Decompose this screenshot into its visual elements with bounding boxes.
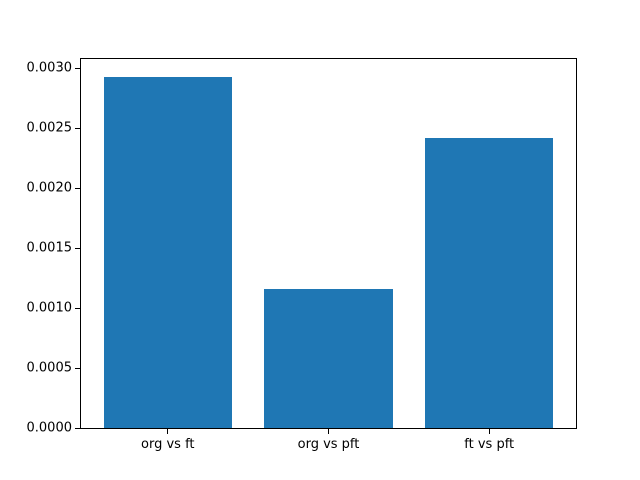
x-axis-tick: [488, 429, 490, 434]
y-axis-tick: [75, 247, 80, 249]
y-axis-tick-label: 0.0030: [26, 60, 73, 76]
y-axis-tick-label: 0.0020: [26, 180, 73, 196]
y-axis-tick-label: 0.0000: [26, 420, 73, 436]
bar-org-vs-pft: [264, 288, 393, 428]
bar-ft-vs-pft: [424, 137, 554, 428]
y-axis-tick-label: 0.0010: [26, 300, 73, 316]
y-axis-tick: [75, 307, 80, 309]
bar-org-vs-ft: [103, 76, 233, 428]
x-axis-tick-label: org vs pft: [297, 437, 360, 452]
y-axis-tick: [75, 67, 80, 69]
x-axis-tick: [328, 429, 329, 434]
y-axis-tick-label: 0.0005: [26, 360, 73, 376]
x-axis-tick: [167, 429, 169, 434]
y-axis-tick: [75, 427, 80, 429]
y-axis-tick-label: 0.0025: [26, 120, 73, 136]
y-axis-tick: [75, 187, 80, 189]
plot-area: 0.0000 0.0005 0.0010 0.0015 0.0020 0.0025 0.00…: [27, 58, 577, 451]
y-axis-tick: [75, 367, 80, 369]
x-axis-tick-label: ft vs pft: [464, 437, 515, 452]
x-axis-tick-label: org vs ft: [141, 437, 195, 452]
y-axis-tick: [75, 127, 80, 129]
y-axis-tick-label: 0.0015: [26, 240, 73, 256]
